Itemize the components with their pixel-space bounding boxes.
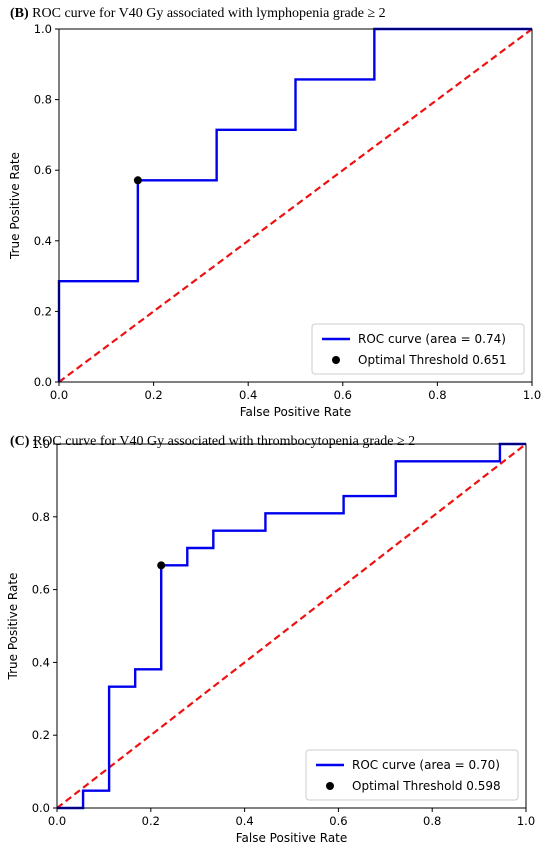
roc-panel-c: (C) ROC curve for V40 Gy associated with…	[0, 428, 550, 855]
plot-frame	[58, 28, 533, 383]
x-tick-label: 1.0	[517, 814, 535, 828]
legend-threshold-label: Optimal Threshold 0.598	[352, 779, 501, 793]
x-tick-label: 0.6	[334, 388, 352, 402]
x-tick-label: 0.8	[428, 388, 446, 402]
panel-tag: (B)	[10, 6, 29, 21]
legend: ROC curve (area = 0.70) Optimal Threshold…	[305, 749, 519, 801]
x-tick-label: 0.0	[48, 814, 66, 828]
legend-box	[311, 323, 525, 375]
y-tick-label: 0.4	[32, 655, 50, 669]
roc-curve-line	[57, 27, 532, 382]
y-tick-label: 1.0	[32, 437, 50, 451]
roc-chart-b: 0.00.0 0.2 0.2 0.4 0.4 0.6 0.6 0.8 0.8 1.0 1.0 Fals…	[8, 22, 541, 419]
panel-title: (C) ROC curve for V40 Gy associated with…	[10, 434, 415, 450]
legend-threshold-swatch	[332, 356, 340, 364]
y-tick-label: 0.8	[32, 510, 50, 524]
x-tick-label: 0.2	[142, 814, 160, 828]
roc-chart-c: 0.00.0 0.2 0.2 0.4 0.4 0.6 0.6 0.8 0.8 1.0 1.0 Fals…	[6, 437, 535, 845]
x-tick-label: 0.8	[423, 814, 441, 828]
x-tick-label: 0.4	[239, 388, 257, 402]
y-tick-label: 0.6	[34, 163, 52, 177]
legend-threshold-label: Optimal Threshold 0.651	[358, 353, 507, 367]
chart-title: ROC curve for V40 Gy associated with lym…	[32, 6, 386, 21]
legend-box	[305, 749, 519, 801]
legend: ROC curve (area = 0.74) Optimal Threshold…	[311, 323, 525, 375]
y-tick-label: 0.2	[32, 728, 50, 742]
x-tick-label: 0.4	[235, 814, 253, 828]
optimal-threshold-point	[133, 176, 142, 185]
legend-threshold-swatch	[326, 782, 334, 790]
roc-panel-b: (B) ROC curve for V40 Gy associated with…	[0, 0, 550, 425]
panel-title: (B) ROC curve for V40 Gy associated with…	[10, 6, 386, 22]
y-axis-label: True Positive Rate	[6, 573, 20, 681]
legend-roc-label: ROC curve (area = 0.70)	[352, 758, 500, 772]
x-axis-label: False Positive Rate	[236, 831, 348, 845]
x-axis-label: False Positive Rate	[240, 405, 352, 419]
panel-tag: (C)	[10, 434, 30, 449]
x-tick-label: 0.0	[50, 388, 68, 402]
y-tick-label: 0.8	[34, 93, 52, 107]
y-tick-label: 0.2	[34, 304, 52, 318]
y-tick-label: 0.4	[34, 234, 52, 248]
y-tick-label: 0.0	[34, 375, 52, 389]
optimal-threshold-point	[157, 561, 166, 570]
y-axis-label: True Positive Rate	[8, 152, 22, 260]
roc-curve-line	[57, 442, 526, 810]
plot-frame	[56, 443, 527, 809]
y-tick-label: 1.0	[34, 22, 52, 36]
x-tick-label: 0.2	[144, 388, 162, 402]
y-tick-label: 0.0	[32, 801, 50, 815]
legend-roc-label: ROC curve (area = 0.74)	[358, 332, 506, 346]
chart-title: ROC curve for V40 Gy associated with thr…	[32, 434, 416, 449]
x-tick-label: 1.0	[523, 388, 541, 402]
x-tick-label: 0.6	[329, 814, 347, 828]
y-tick-label: 0.6	[32, 583, 50, 597]
